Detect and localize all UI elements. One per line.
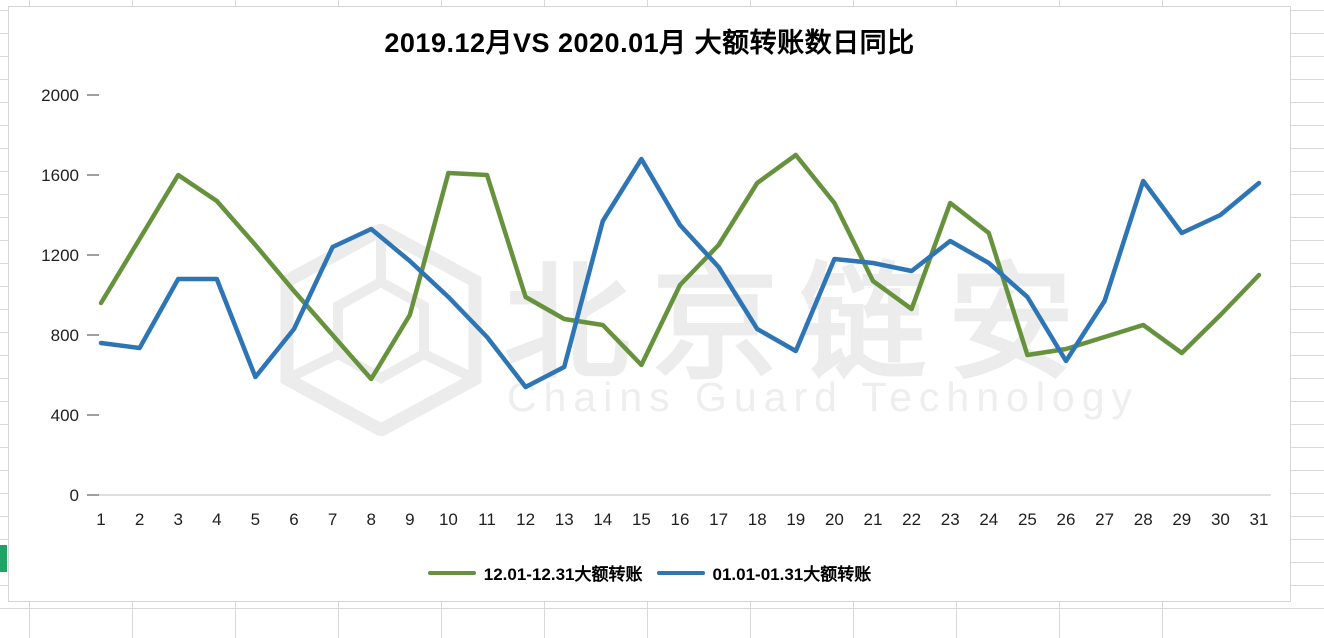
svg-text:10: 10 bbox=[439, 510, 458, 529]
svg-text:30: 30 bbox=[1211, 510, 1230, 529]
svg-text:4: 4 bbox=[212, 510, 221, 529]
svg-text:29: 29 bbox=[1172, 510, 1191, 529]
svg-text:23: 23 bbox=[941, 510, 960, 529]
chart-legend: 12.01-12.31大额转账 01.01-01.31大额转账 bbox=[9, 560, 1290, 585]
legend-line-swatch-blue bbox=[656, 570, 705, 575]
svg-text:25: 25 bbox=[1018, 510, 1037, 529]
svg-text:28: 28 bbox=[1134, 510, 1153, 529]
svg-text:26: 26 bbox=[1057, 510, 1076, 529]
svg-text:18: 18 bbox=[748, 510, 767, 529]
svg-text:22: 22 bbox=[902, 510, 921, 529]
svg-text:400: 400 bbox=[51, 406, 79, 425]
svg-text:17: 17 bbox=[709, 510, 728, 529]
svg-text:21: 21 bbox=[864, 510, 883, 529]
svg-text:0: 0 bbox=[70, 486, 79, 505]
svg-text:20: 20 bbox=[825, 510, 844, 529]
legend-line-swatch-green bbox=[427, 570, 476, 575]
svg-text:800: 800 bbox=[51, 326, 79, 345]
svg-text:2: 2 bbox=[135, 510, 144, 529]
svg-text:24: 24 bbox=[979, 510, 998, 529]
svg-text:11: 11 bbox=[478, 510, 496, 529]
svg-text:12: 12 bbox=[516, 510, 535, 529]
svg-text:1200: 1200 bbox=[41, 246, 79, 265]
svg-text:8: 8 bbox=[366, 510, 375, 529]
legend-label-january: 01.01-01.31大额转账 bbox=[712, 565, 872, 584]
transfer-comparison-chart[interactable]: 北京链安 Chains Guard Technology 2019.12月VS … bbox=[8, 6, 1291, 602]
svg-text:19: 19 bbox=[786, 510, 805, 529]
chart-title: 2019.12月VS 2020.01月 大额转账数日同比 bbox=[384, 28, 915, 58]
svg-text:3: 3 bbox=[173, 510, 182, 529]
legend-label-december: 12.01-12.31大额转账 bbox=[483, 565, 643, 584]
svg-text:14: 14 bbox=[593, 510, 612, 529]
svg-text:2000: 2000 bbox=[41, 86, 79, 105]
legend-item-january[interactable]: 01.01-01.31大额转账 bbox=[656, 560, 872, 585]
legend-item-december[interactable]: 12.01-12.31大额转账 bbox=[427, 560, 643, 585]
svg-text:1: 1 bbox=[96, 510, 105, 529]
selected-cell-highlight[interactable] bbox=[0, 545, 7, 572]
svg-text:5: 5 bbox=[251, 510, 260, 529]
svg-text:31: 31 bbox=[1250, 510, 1269, 529]
svg-text:7: 7 bbox=[328, 510, 337, 529]
svg-text:6: 6 bbox=[289, 510, 298, 529]
svg-text:13: 13 bbox=[555, 510, 574, 529]
svg-text:15: 15 bbox=[632, 510, 651, 529]
svg-text:9: 9 bbox=[405, 510, 414, 529]
svg-text:16: 16 bbox=[671, 510, 690, 529]
svg-text:1600: 1600 bbox=[41, 166, 79, 185]
svg-text:27: 27 bbox=[1095, 510, 1114, 529]
